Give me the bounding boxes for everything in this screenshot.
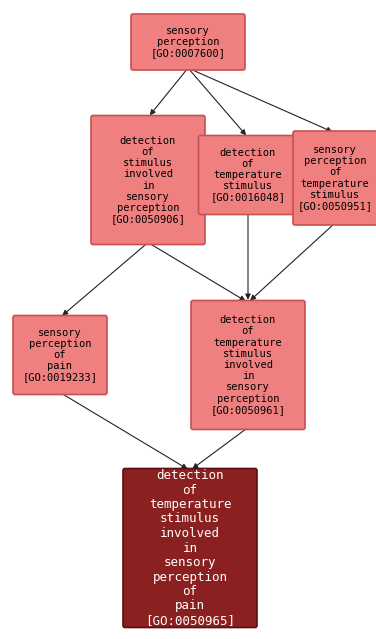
Text: sensory
perception
of
pain
[GO:0019233]: sensory perception of pain [GO:0019233] — [23, 328, 97, 382]
FancyBboxPatch shape — [293, 131, 376, 225]
FancyBboxPatch shape — [131, 14, 245, 70]
FancyBboxPatch shape — [199, 135, 297, 215]
Text: detection
of
temperature
stimulus
involved
in
sensory
perception
of
pain
[GO:005: detection of temperature stimulus involv… — [145, 469, 235, 627]
FancyBboxPatch shape — [123, 468, 257, 627]
FancyBboxPatch shape — [191, 300, 305, 429]
Text: sensory
perception
[GO:0007600]: sensory perception [GO:0007600] — [150, 26, 226, 58]
Text: detection
of
stimulus
involved
in
sensory
perception
[GO:0050906]: detection of stimulus involved in sensor… — [111, 136, 185, 224]
Text: sensory
perception
of
temperature
stimulus
[GO:0050951]: sensory perception of temperature stimul… — [297, 145, 373, 211]
Text: detection
of
temperature
stimulus
involved
in
sensory
perception
[GO:0050961]: detection of temperature stimulus involv… — [211, 315, 285, 415]
FancyBboxPatch shape — [91, 116, 205, 245]
Text: detection
of
temperature
stimulus
[GO:0016048]: detection of temperature stimulus [GO:00… — [211, 148, 285, 203]
FancyBboxPatch shape — [13, 316, 107, 394]
